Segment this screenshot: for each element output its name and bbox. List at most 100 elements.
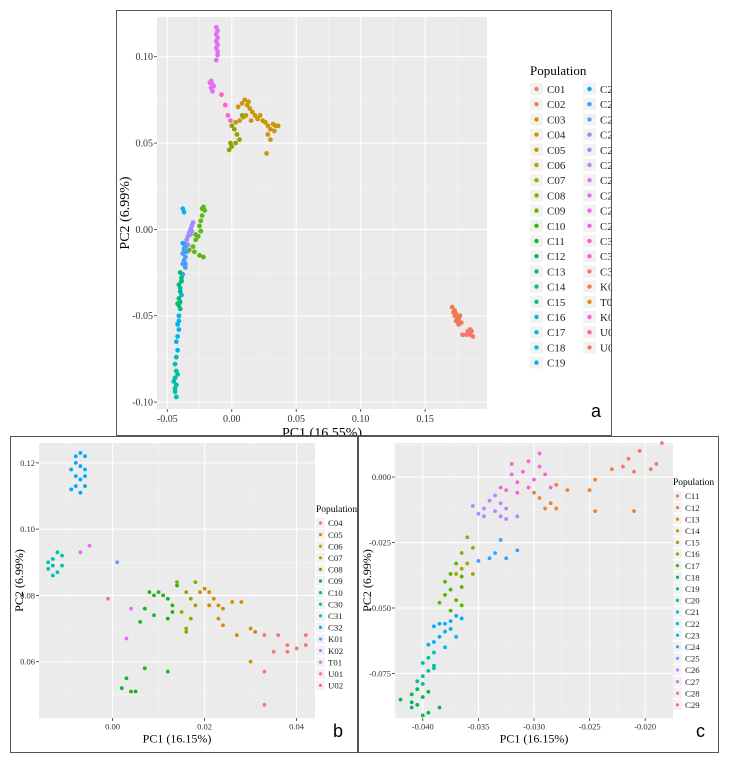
- data-point-teal: [420, 674, 425, 678]
- data-point-green: [448, 572, 453, 576]
- data-point-pink: [520, 469, 525, 474]
- data-point-teal-green: [177, 289, 183, 294]
- data-point-purple: [482, 506, 486, 511]
- legend-label-C30: C30: [328, 599, 343, 609]
- legend-label-U02: U02: [600, 342, 611, 354]
- panel-b: 0.00 0.02 0.04 0.06 0.08 0.10 0.12 PC1 (16.15%)…: [10, 436, 358, 753]
- x-tick-label: -0.020: [634, 722, 656, 732]
- data-point-red: [262, 669, 267, 674]
- data-point-teal-green: [175, 301, 181, 307]
- legend-key-K02: [318, 649, 323, 653]
- data-point-cyan: [459, 616, 464, 621]
- legend-label-C20: C20: [685, 596, 700, 606]
- y-tick-label: 0.00: [136, 225, 154, 236]
- legend-key-C05: [534, 147, 539, 152]
- data-point-pink: [515, 480, 520, 485]
- legend-key-C23: [675, 633, 680, 637]
- data-point-dark-green: [426, 710, 431, 715]
- y-tick-label: -0.075: [369, 668, 391, 678]
- data-point-orange: [609, 467, 614, 472]
- data-point-orange: [554, 506, 559, 511]
- data-point-teal: [172, 361, 178, 367]
- data-point-red: [271, 649, 276, 654]
- data-point-green: [190, 244, 196, 250]
- x-tick-label: -0.040: [412, 722, 434, 732]
- data-point-teal-left: [46, 560, 51, 565]
- data-point-orange: [548, 501, 553, 506]
- data-point-gold: [264, 151, 269, 156]
- legend-key-C31: [318, 614, 323, 618]
- data-point-teal-green: [179, 275, 184, 281]
- y-tick-label: -0.025: [369, 537, 391, 547]
- data-point-blue-top: [73, 484, 78, 488]
- data-point-orange: [593, 477, 598, 482]
- data-point-pink: [526, 485, 531, 490]
- data-point-cyan: [180, 206, 186, 212]
- x-tick-label: 0.15: [416, 414, 434, 425]
- data-point-gold: [248, 118, 254, 124]
- data-point-teal-green: [176, 282, 182, 288]
- legend-label-C21: C21: [600, 99, 611, 111]
- data-point-cyan: [173, 339, 179, 345]
- data-point-cyan: [432, 624, 436, 629]
- legend-label-C24: C24: [685, 642, 700, 652]
- data-point-orange: [216, 603, 221, 608]
- legend-key-C06: [318, 544, 323, 548]
- data-point-green: [138, 620, 143, 624]
- data-point-gold: [265, 132, 271, 137]
- x-tick-label: 0.10: [352, 414, 370, 425]
- data-point-orange: [207, 590, 212, 594]
- legend-label-C17: C17: [685, 561, 700, 571]
- data-point-red: [276, 633, 281, 638]
- data-point-teal: [175, 372, 181, 377]
- legend-label-C31: C31: [328, 611, 343, 621]
- data-point-green: [199, 206, 205, 212]
- legend-key-C01: [534, 86, 539, 92]
- x-tick-label: -0.035: [467, 722, 489, 732]
- data-point-purple: [498, 501, 503, 506]
- data-point-red: [285, 643, 290, 648]
- data-point-pink: [509, 462, 514, 466]
- data-point-green: [161, 593, 166, 598]
- data-point-pink: [526, 459, 531, 464]
- data-point-magenta-top: [211, 83, 217, 89]
- legend-label-C04: C04: [547, 130, 566, 142]
- data-point-green: [175, 583, 179, 588]
- legend-label-T01: T01: [328, 657, 342, 667]
- data-point-magenta: [78, 550, 83, 555]
- x-tick-label: 0.05: [287, 414, 305, 425]
- data-point-olive: [234, 132, 240, 137]
- legend-label-C20: C20: [600, 84, 611, 96]
- data-point-purple: [504, 506, 509, 511]
- legend-key-C09: [318, 579, 323, 583]
- legend-key-C22: [587, 117, 592, 122]
- data-point-red-right: [648, 467, 653, 472]
- legend-label-C26: C26: [685, 665, 700, 675]
- data-point-olive: [459, 551, 464, 555]
- data-point-red: [106, 596, 110, 601]
- data-point-green: [459, 603, 464, 608]
- data-point-purple: [470, 503, 475, 508]
- data-point-cyan: [448, 627, 453, 631]
- legend-key-C16: [675, 552, 680, 556]
- data-point-purple: [493, 509, 497, 513]
- legend-key-U02: [587, 345, 592, 350]
- data-point-teal: [172, 385, 178, 391]
- data-point-green: [165, 669, 170, 674]
- data-point-outlier-orange: [452, 308, 458, 313]
- panel-label-b: b: [333, 721, 344, 741]
- data-point-orange: [565, 488, 570, 493]
- panel-label-c: c: [696, 721, 705, 741]
- data-point-orange: [230, 600, 235, 604]
- x-axis-title: PC1 (16.55%): [282, 426, 362, 435]
- legend-key-C13: [675, 517, 680, 521]
- data-point-pink: [504, 488, 509, 493]
- legend-label-C19: C19: [685, 584, 700, 594]
- data-point-teal-left: [50, 573, 55, 578]
- data-point-blue-top: [78, 490, 83, 495]
- data-point-cyan: [176, 313, 182, 319]
- legend-title: Population: [673, 478, 714, 488]
- legend-key-C22: [675, 622, 680, 626]
- data-point-cyan: [426, 642, 431, 647]
- data-point-dark-green: [398, 697, 403, 702]
